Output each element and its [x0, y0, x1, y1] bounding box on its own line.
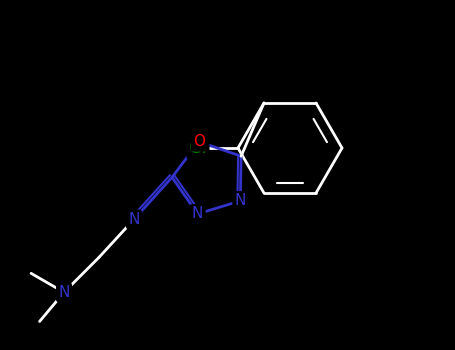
Text: N: N	[58, 285, 70, 300]
Text: O: O	[193, 134, 205, 149]
Text: N: N	[192, 206, 203, 222]
Text: Cl: Cl	[189, 139, 207, 157]
Text: N: N	[235, 193, 246, 208]
Text: N: N	[128, 212, 140, 227]
